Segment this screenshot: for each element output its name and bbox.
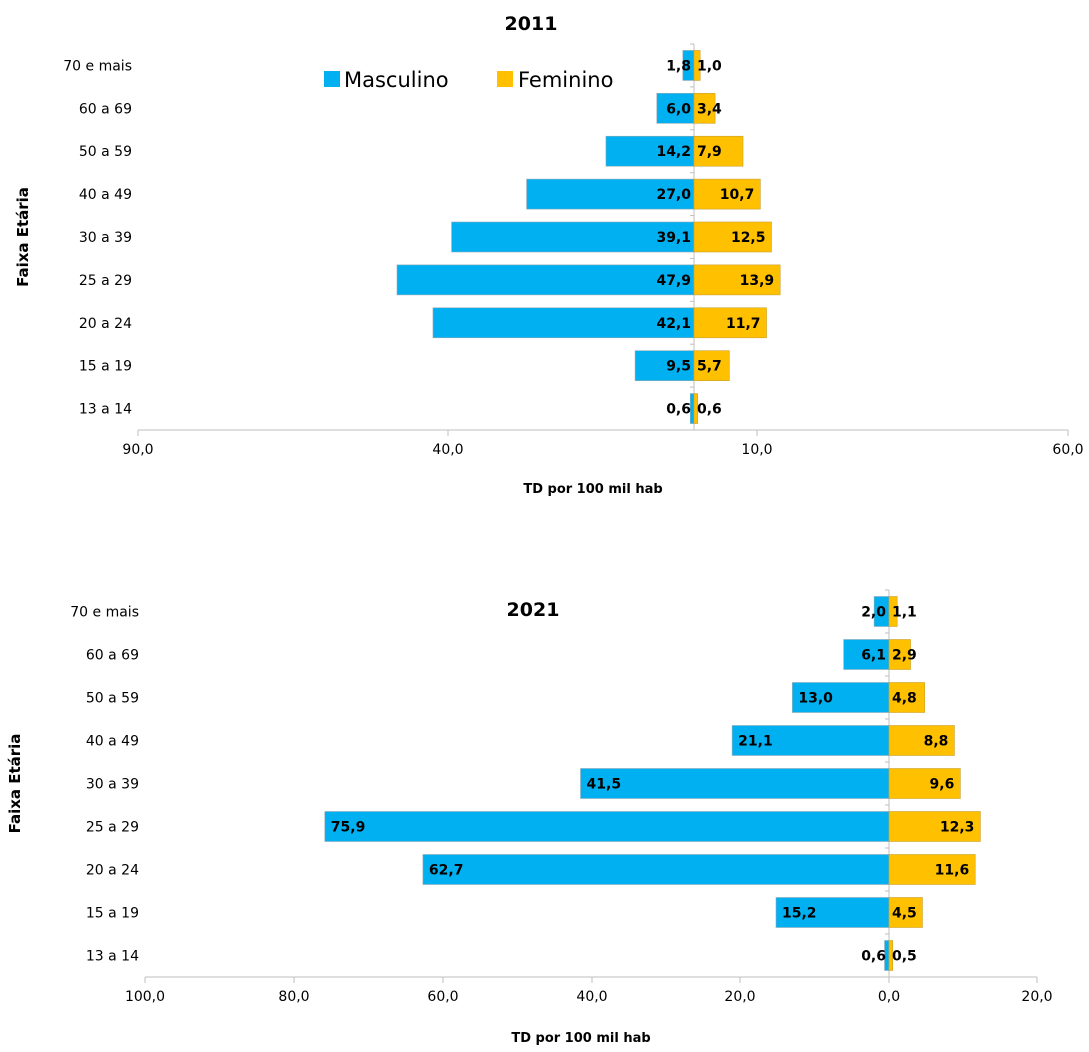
y-axis-title: Faixa Etária	[6, 734, 24, 834]
data-label-feminino: 10,7	[720, 187, 755, 203]
data-label-masculino: 75,9	[331, 820, 366, 836]
data-label-masculino: 27,0	[656, 187, 691, 203]
data-label-feminino: 4,5	[892, 906, 917, 922]
data-label-feminino: 1,1	[892, 605, 917, 621]
data-label-masculino: 2,0	[861, 605, 886, 621]
category-label: 20 a 24	[79, 316, 132, 332]
data-label-masculino: 39,1	[656, 230, 691, 246]
data-label-feminino: 1,0	[697, 58, 722, 74]
category-label: 60 a 69	[79, 101, 132, 117]
data-label-feminino: 11,7	[726, 316, 761, 332]
data-label-feminino: 8,8	[924, 734, 949, 750]
data-label-masculino: 21,1	[738, 734, 773, 750]
x-tick-label: 60,0	[427, 989, 458, 1005]
data-label-feminino: 9,6	[930, 777, 955, 793]
x-tick-label: 20,0	[1021, 989, 1052, 1005]
data-label-feminino: 2,9	[892, 648, 917, 664]
category-label: 25 a 29	[79, 273, 132, 289]
y-axis-title: Faixa Etária	[14, 187, 32, 287]
x-tick-label: 60,0	[1052, 442, 1083, 458]
data-label-masculino: 47,9	[656, 273, 691, 289]
x-tick-label: 80,0	[278, 989, 309, 1005]
category-label: 20 a 24	[86, 863, 139, 879]
data-label-feminino: 0,5	[892, 949, 917, 965]
category-label: 30 a 39	[86, 777, 139, 793]
legend-label-feminino: Feminino	[518, 68, 613, 92]
data-label-masculino: 1,8	[666, 58, 691, 74]
data-label-masculino: 6,0	[666, 101, 691, 117]
data-label-feminino: 12,3	[940, 820, 975, 836]
data-label-masculino: 6,1	[861, 648, 886, 664]
bar-masculino	[581, 769, 889, 799]
data-label-feminino: 12,5	[731, 230, 766, 246]
data-label-masculino: 42,1	[656, 316, 691, 332]
data-label-masculino: 15,2	[782, 906, 817, 922]
category-label: 70 e mais	[70, 605, 139, 621]
x-axis-title: TD por 100 mil hab	[523, 482, 662, 497]
x-tick-label: 40,0	[432, 442, 463, 458]
category-label: 13 a 14	[79, 402, 132, 418]
bar-masculino	[397, 265, 694, 295]
x-tick-label: 0,0	[878, 989, 900, 1005]
chart-2011: 2011 90,0 40,0 10,0 60,0 TD por 100 mil hab Fa…	[14, 13, 1084, 497]
category-label: 15 a 19	[79, 359, 132, 375]
data-label-masculino: 0,6	[861, 949, 886, 965]
data-label-feminino: 5,7	[697, 359, 722, 375]
data-label-feminino: 13,9	[740, 273, 775, 289]
category-label: 50 a 59	[86, 691, 139, 707]
category-label: 40 a 49	[79, 187, 132, 203]
chart-title: 2011	[505, 13, 558, 35]
legend-label-masculino: Masculino	[344, 68, 449, 92]
data-label-masculino: 13,0	[798, 691, 833, 707]
category-label: 30 a 39	[79, 230, 132, 246]
category-label: 15 a 19	[86, 906, 139, 922]
category-label: 70 e mais	[63, 58, 132, 74]
data-label-masculino: 9,5	[666, 359, 691, 375]
data-label-masculino: 0,6	[666, 402, 691, 418]
chart-title: 2021	[507, 599, 560, 621]
x-axis-title: TD por 100 mil hab	[511, 1031, 650, 1046]
data-label-feminino: 3,4	[697, 101, 722, 117]
data-label-feminino: 7,9	[697, 144, 722, 160]
x-tick-label: 100,0	[125, 989, 165, 1005]
category-label: 60 a 69	[86, 648, 139, 664]
data-label-feminino: 11,6	[935, 863, 970, 879]
data-label-masculino: 14,2	[656, 144, 691, 160]
category-label: 40 a 49	[86, 734, 139, 750]
data-label-masculino: 62,7	[429, 863, 464, 879]
x-tick-label: 20,0	[724, 989, 755, 1005]
legend-swatch-feminino	[497, 71, 513, 87]
x-tick-label: 10,0	[741, 442, 772, 458]
legend-swatch-masculino	[324, 71, 340, 87]
data-label-feminino: 0,6	[697, 402, 722, 418]
bar-masculino	[423, 855, 889, 885]
chart-2021: 2021 100,0 80,0 60,0 40,0 20,0 0,0 20,0 TD por 1…	[6, 590, 1053, 1046]
x-tick-label: 40,0	[576, 989, 607, 1005]
data-label-feminino: 4,8	[892, 691, 917, 707]
data-label-masculino: 41,5	[587, 777, 622, 793]
bar-masculino	[433, 308, 694, 338]
category-label: 50 a 59	[79, 144, 132, 160]
category-label: 25 a 29	[86, 820, 139, 836]
x-tick-label: 90,0	[122, 442, 153, 458]
bar-masculino	[325, 812, 889, 842]
category-label: 13 a 14	[86, 949, 139, 965]
